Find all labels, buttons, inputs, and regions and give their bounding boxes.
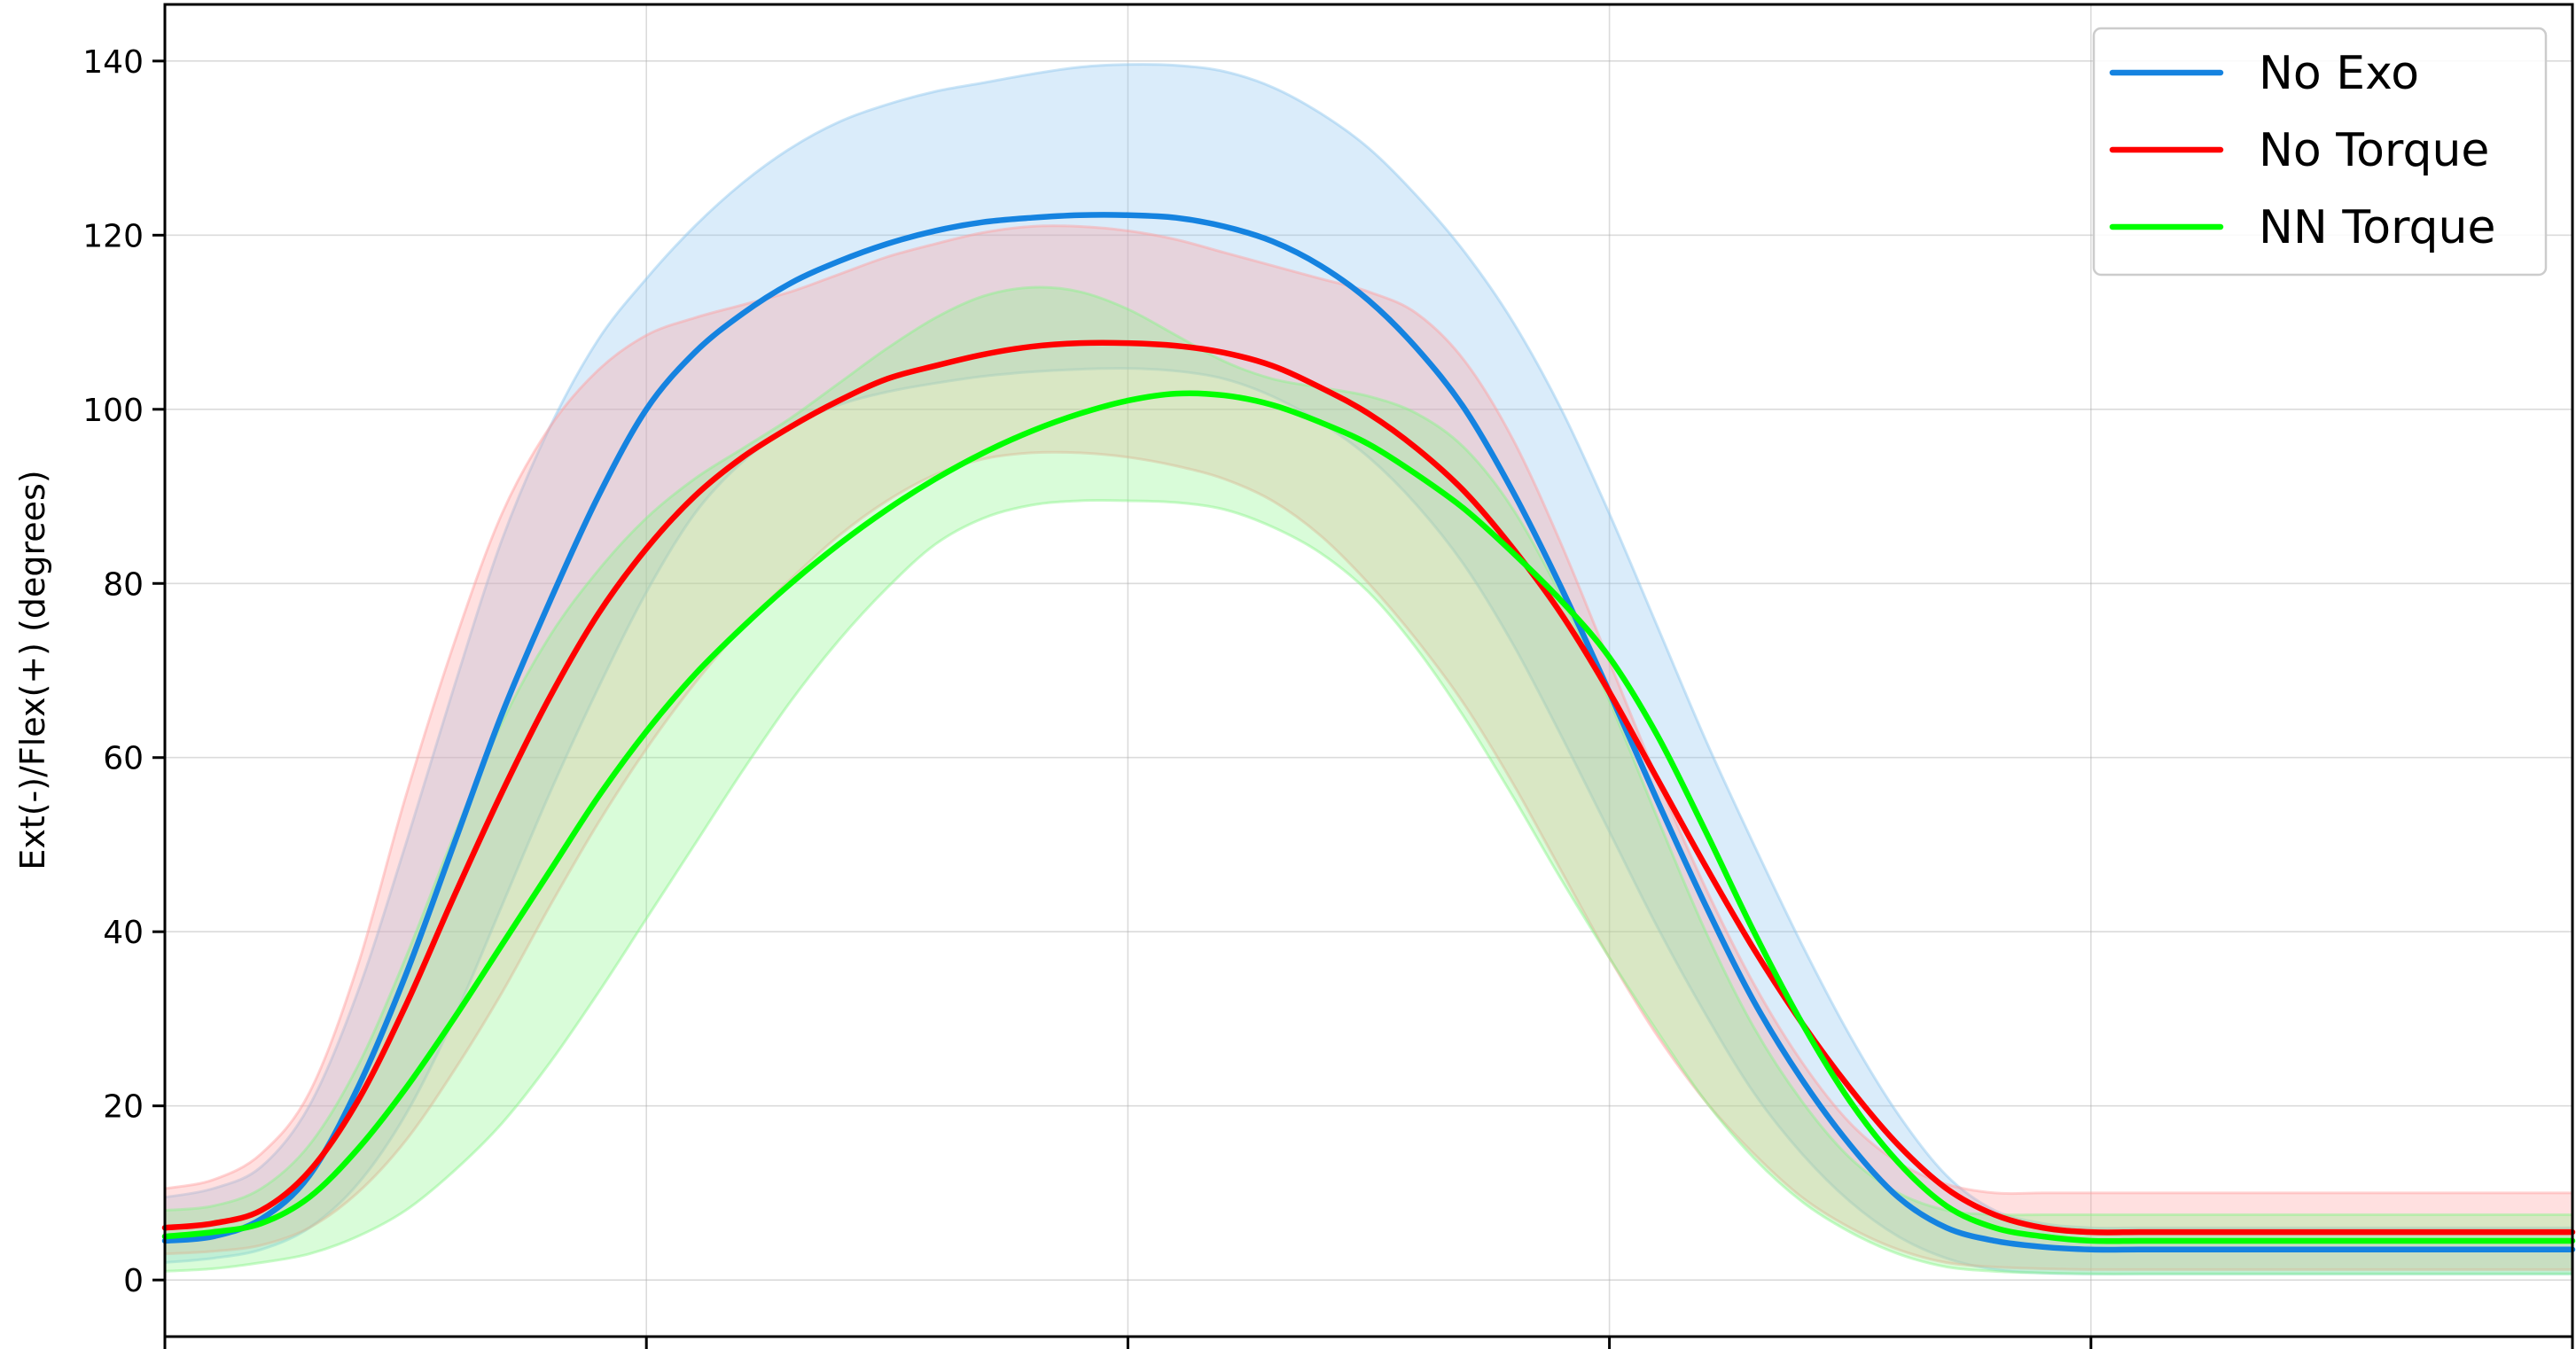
y-tick-label: 140 xyxy=(82,44,144,81)
axis-ticks: 0 20 40 60 80 100 120 140 xyxy=(82,44,2574,1349)
legend-box xyxy=(2092,27,2548,277)
legend-label: NN Torque xyxy=(2259,201,2496,254)
grid xyxy=(165,4,2572,1337)
band-nn-torque xyxy=(163,285,2574,1275)
legend: No Exo No Torque NN Torque xyxy=(2092,27,2548,277)
legend-label: No Torque xyxy=(2259,124,2489,177)
line-no-exo xyxy=(161,212,2576,1253)
plot-frame xyxy=(163,3,2574,1338)
y-tick-label: 60 xyxy=(103,741,144,777)
legend-label: No Exo xyxy=(2259,47,2419,100)
y-tick-label: 40 xyxy=(103,915,144,951)
y-tick-label: 0 xyxy=(123,1263,144,1299)
y-tick-label: 120 xyxy=(82,218,144,254)
y-tick-label: 100 xyxy=(82,393,144,429)
confidence-bands xyxy=(163,63,2574,1275)
y-axis-label: Ext(-)/Flex(+) (degrees) xyxy=(13,470,52,869)
line-nn-torque xyxy=(161,390,2576,1244)
series-lines xyxy=(161,212,2576,1253)
band-no-exo xyxy=(163,63,2574,1275)
line-no-torque xyxy=(161,339,2576,1236)
band-no-torque xyxy=(163,224,2574,1271)
y-tick-label: 20 xyxy=(103,1089,144,1126)
y-tick-label: 80 xyxy=(103,566,144,603)
